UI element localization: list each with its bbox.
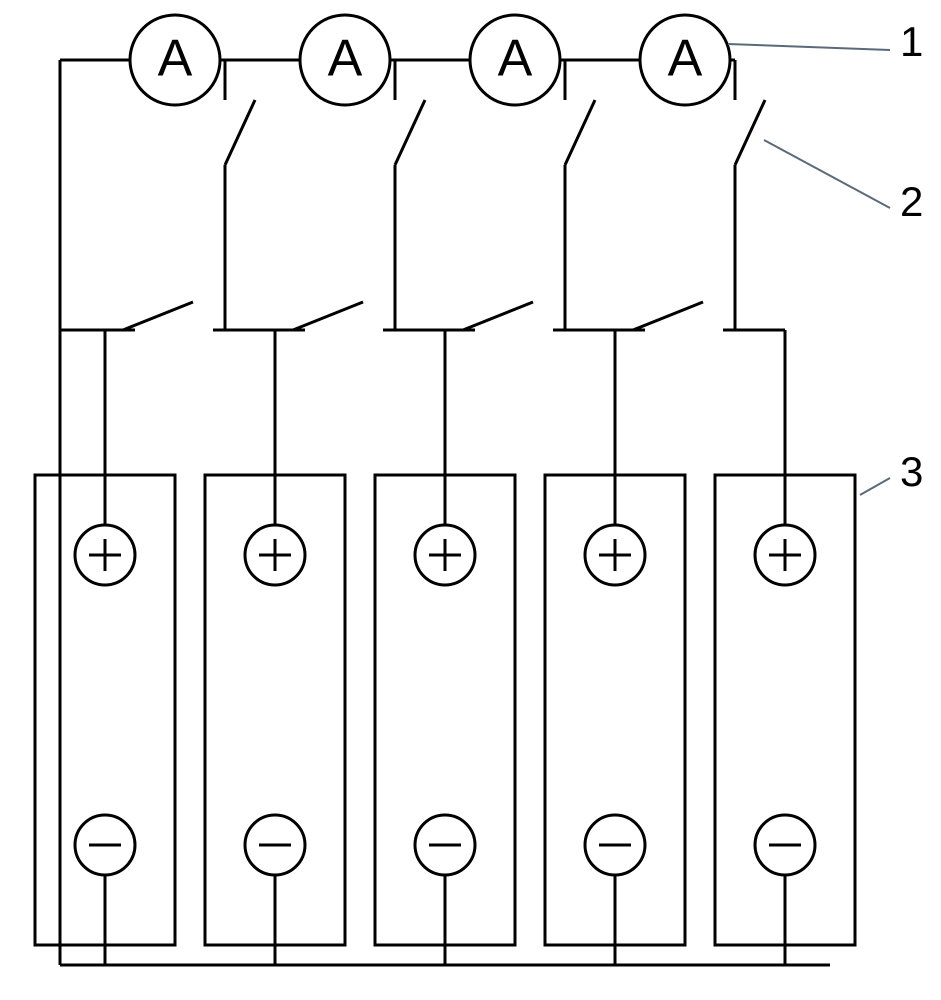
callout-leader <box>728 44 890 50</box>
callout-leader <box>764 140 890 208</box>
ammeter-label: A <box>328 30 363 88</box>
callout-label: 3 <box>900 448 923 495</box>
ammeter-label: A <box>498 30 533 88</box>
ammeter-label: A <box>158 30 193 88</box>
callout-label: 2 <box>900 178 923 225</box>
ammeter-label: A <box>668 30 703 88</box>
callout-label: 1 <box>900 18 923 65</box>
callout-leader <box>860 478 890 495</box>
